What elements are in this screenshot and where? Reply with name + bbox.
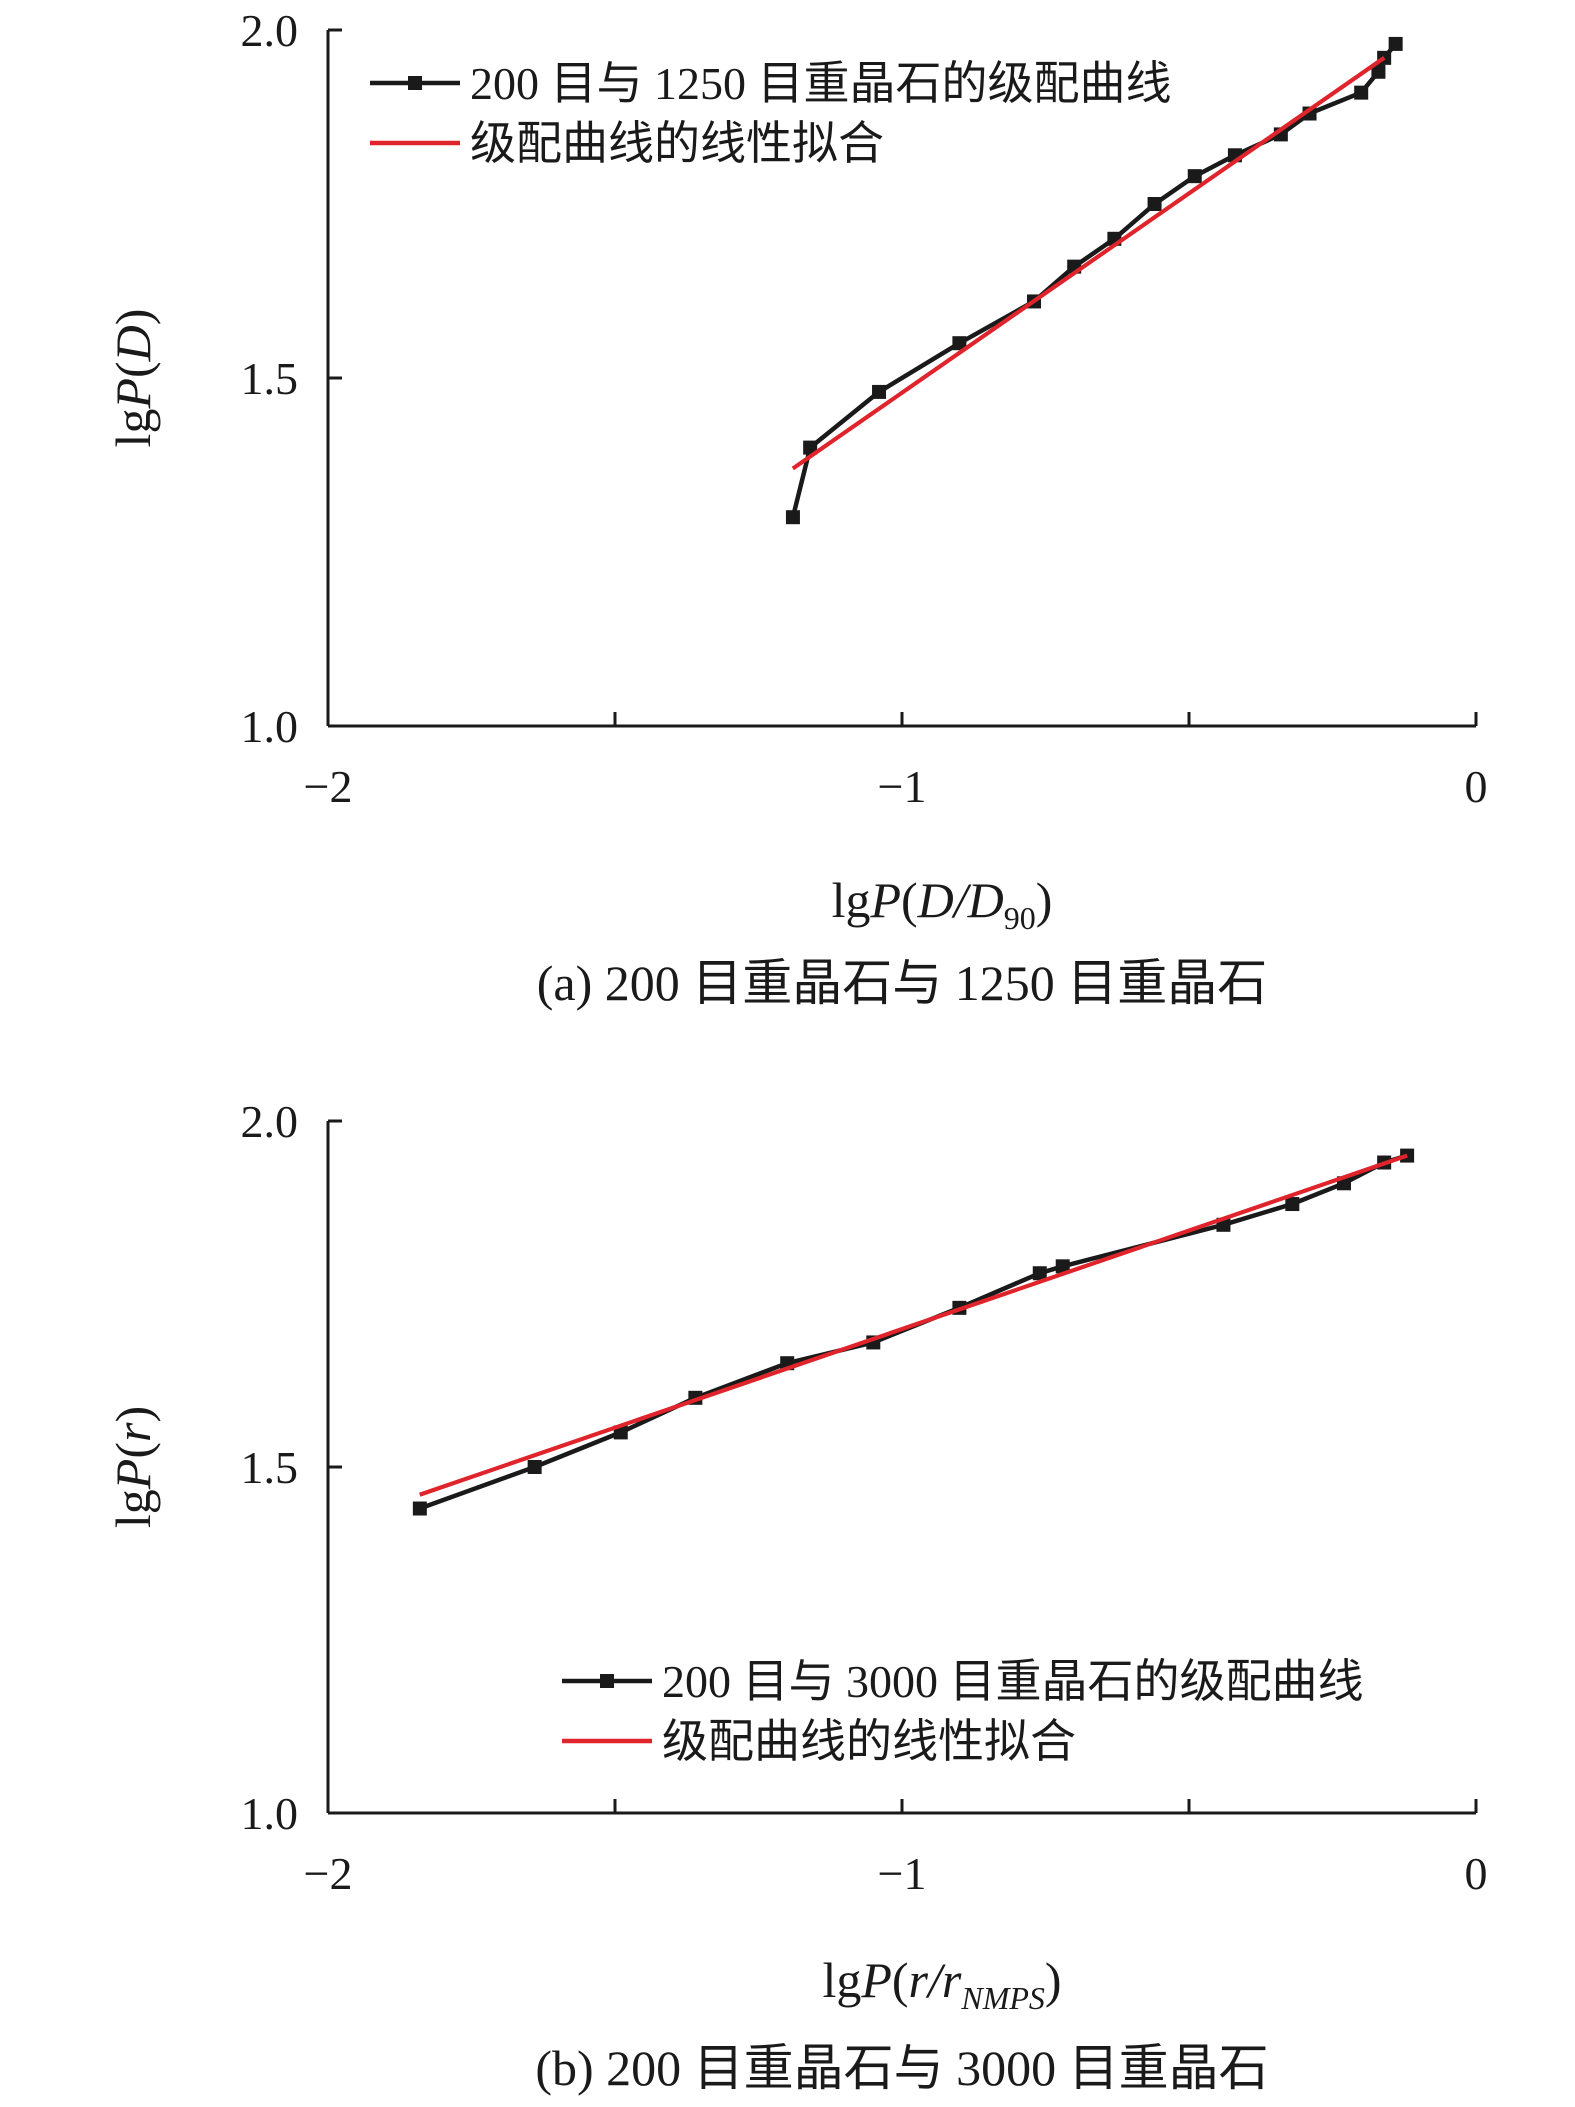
data-point	[412, 1501, 427, 1516]
x-tick-label: −1	[878, 761, 927, 812]
data-point	[1371, 64, 1386, 79]
x-title-var: P	[860, 1952, 892, 2008]
legend-label: 200 目与 3000 目重晶石的级配曲线	[662, 1656, 1364, 1707]
legend-label: 级配曲线的线性拟合	[662, 1716, 1076, 1767]
data-point	[1147, 197, 1162, 211]
y-title-var: P	[105, 1459, 161, 1491]
y-title-var: P	[105, 378, 161, 410]
data-point	[1055, 1259, 1070, 1274]
x-title-open: (	[892, 1952, 909, 2008]
data-point	[785, 510, 800, 525]
x-tick-label: 0	[1465, 1848, 1488, 1899]
data-point	[1032, 1266, 1047, 1281]
chart-0: 1.0 1.5 2.0 −2 −1 0 200 目与 1250 目重晶石的级配曲线级配曲线的…	[105, 5, 1488, 1011]
fit-line-overlay	[791, 56, 1386, 471]
x-title-body: D/D	[917, 872, 1004, 928]
x-tick-label: −2	[304, 1848, 353, 1899]
y-tick-label: 2.0	[241, 5, 299, 56]
data-line	[419, 1153, 1408, 1511]
data-point	[1354, 85, 1369, 100]
x-title-subscript: 90	[1004, 900, 1036, 936]
x-tick-label: −2	[304, 761, 353, 812]
legend-marker	[408, 76, 422, 90]
x-title-close: )	[1036, 872, 1053, 928]
y-title-open: (	[105, 1442, 161, 1459]
data-point	[1400, 1148, 1415, 1163]
x-title-open: (	[901, 872, 918, 928]
data-point	[803, 440, 818, 455]
chart-1: 1.0 1.5 2.0 −2 −1 0 200 目与 3000 目重晶石的级配曲线级配曲线的…	[105, 1096, 1488, 2096]
y-title-body: D	[105, 325, 161, 362]
y-tick-label: 1.5	[241, 1442, 299, 1493]
y-tick-label: 2.0	[241, 1096, 299, 1147]
y-tick-label: 1.0	[241, 701, 299, 752]
data-point	[1285, 1197, 1300, 1212]
x-title-close: )	[1045, 1952, 1062, 2008]
data-point	[872, 384, 887, 399]
y-title-prefix: lg	[105, 1489, 161, 1528]
x-tick-label: −1	[878, 1848, 927, 1899]
chart-caption: (b) 200 目重晶石与 3000 目重晶石	[535, 2040, 1268, 2096]
x-title-body: r/r	[909, 1952, 962, 2008]
legend-label: 200 目与 1250 目重晶石的级配曲线	[470, 58, 1172, 109]
x-axis-title: lgP(r/rNMPS)	[822, 1952, 1061, 2016]
y-axis-title: lgP(r)	[105, 1406, 161, 1528]
y-tick-label: 1.0	[241, 1788, 299, 1839]
chart-caption: (a) 200 目重晶石与 1250 目重晶石	[537, 955, 1268, 1011]
data-point	[527, 1460, 542, 1474]
legend-marker	[600, 1674, 614, 1688]
x-title-var: P	[869, 872, 901, 928]
data-point	[1388, 36, 1403, 51]
y-tick-label: 1.5	[241, 353, 299, 404]
legend-label: 级配曲线的线性拟合	[470, 118, 884, 169]
data-point	[952, 336, 967, 351]
y-title-close: )	[105, 1406, 161, 1423]
y-title-body: r	[105, 1422, 161, 1442]
data-line	[790, 42, 1398, 518]
x-tick-label: 0	[1465, 761, 1488, 812]
x-title-subscript: NMPS	[960, 1980, 1045, 2016]
y-axis-title: lgP(D)	[105, 309, 161, 448]
x-title-prefix: lg	[832, 872, 871, 928]
fit-line-overlay	[419, 1153, 1408, 1497]
data-point	[1187, 169, 1202, 184]
y-title-prefix: lg	[105, 409, 161, 448]
x-title-prefix: lg	[822, 1952, 861, 2008]
y-title-close: )	[105, 309, 161, 326]
y-title-open: (	[105, 361, 161, 378]
x-axis-title: lgP(D/D90)	[832, 872, 1053, 936]
